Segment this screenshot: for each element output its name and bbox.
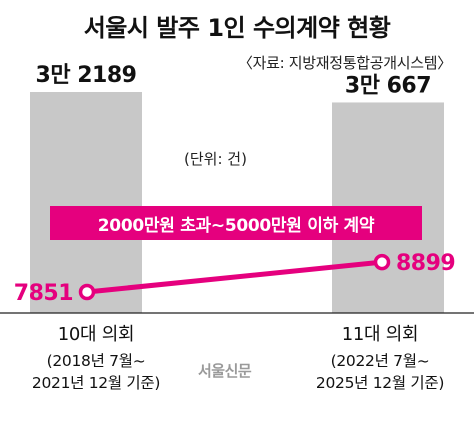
series-line <box>84 259 385 295</box>
category-period-line2: 2025년 12월 기준) <box>315 374 445 392</box>
bar-value-label: 3만 2189 <box>36 63 137 88</box>
line-point <box>78 283 96 301</box>
line-series-label: 2000만원 초과~5000만원 이하 계약 <box>50 206 422 240</box>
category-period-line1: (2018년 7월~ <box>46 352 146 370</box>
category-label: 11대 의회 <box>341 324 419 345</box>
category-period-line1: (2022년 7월~ <box>330 352 430 370</box>
category-10th-council: 10대 의회 (2018년 7월~ 2021년 12월 기준) <box>6 320 186 394</box>
publisher-watermark: 서울신문 <box>198 362 252 380</box>
source-note: 〈자료: 지방재정통합공개시스템〉 <box>237 54 452 72</box>
line-point <box>373 253 391 271</box>
chart-title: 서울시 발주 1인 수의계약 현황 <box>83 14 391 42</box>
line-value-label: 7851 <box>14 281 73 306</box>
category-period-line2: 2021년 12월 기준) <box>31 374 161 392</box>
line-value-label: 8899 <box>396 251 455 276</box>
category-11th-council: 11대 의회 (2022년 7월~ 2025년 12월 기준) <box>290 320 470 394</box>
bar-value-label: 3만 667 <box>345 73 431 98</box>
bar <box>30 92 142 313</box>
unit-note: (단위: 건) <box>184 150 247 168</box>
category-label: 10대 의회 <box>57 324 135 345</box>
